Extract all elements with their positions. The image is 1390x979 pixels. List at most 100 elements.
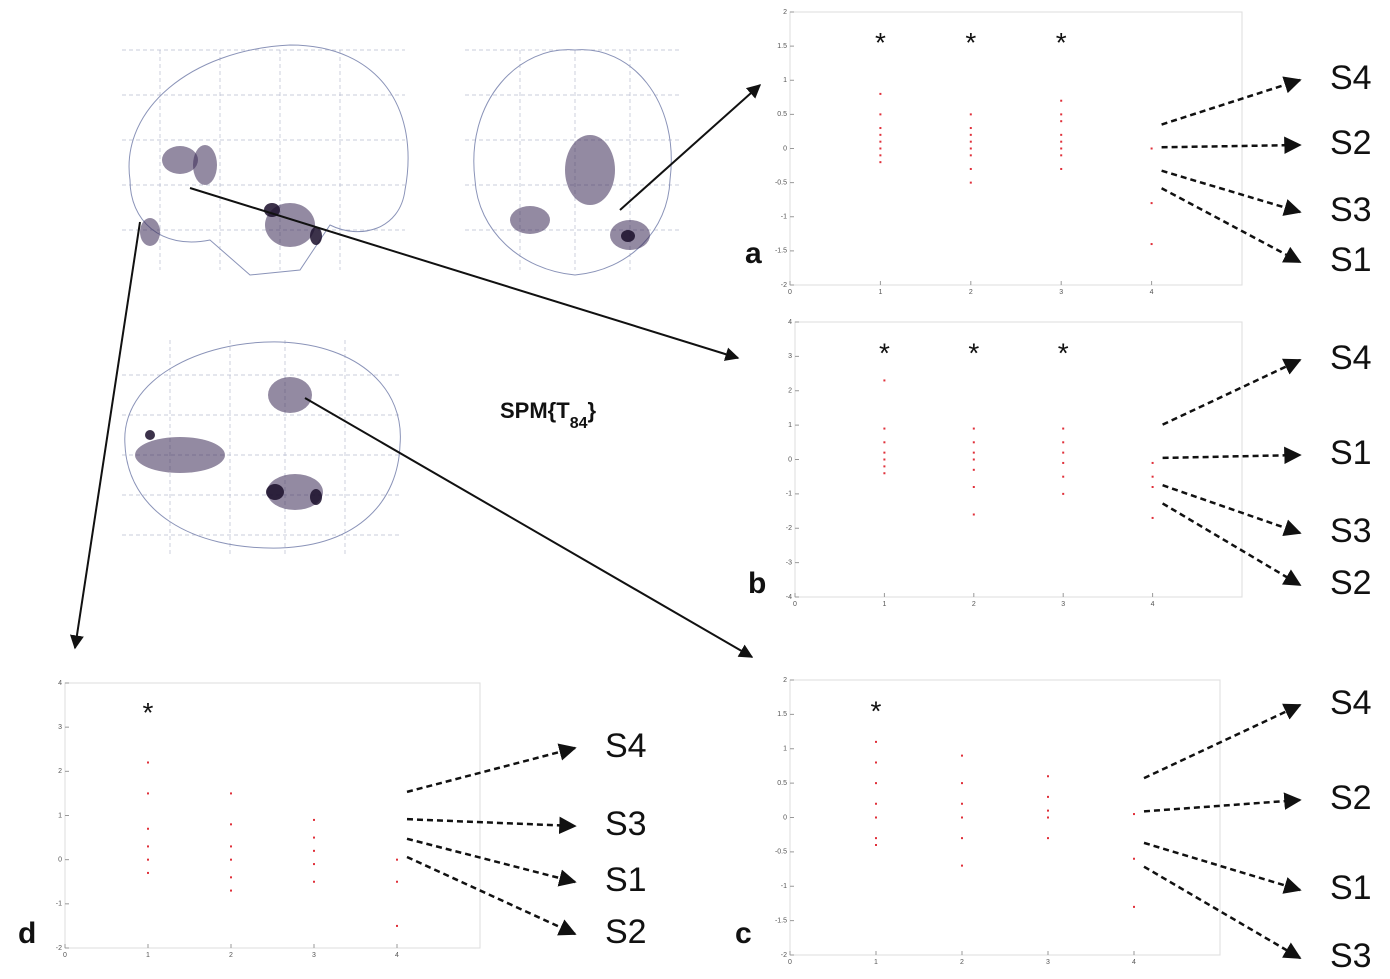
point [883, 441, 885, 443]
outcome-arrow [1144, 843, 1300, 890]
asterisk: * [875, 27, 886, 58]
point [875, 762, 877, 764]
y-tick-label: -0.5 [775, 179, 787, 186]
brain-sagittal [122, 45, 408, 275]
outcome-label: S4 [1330, 684, 1372, 722]
point [970, 113, 972, 115]
point [230, 876, 232, 878]
y-tick-label: -3 [786, 559, 792, 566]
outcome-label: S2 [1330, 779, 1372, 817]
point [879, 141, 881, 143]
panel-letter: d [18, 917, 36, 950]
y-tick-label: -1.5 [775, 248, 787, 255]
outcome-label: S3 [605, 805, 647, 843]
point [1060, 148, 1062, 150]
point [1062, 428, 1064, 430]
point [875, 803, 877, 805]
point [313, 819, 315, 821]
point [1133, 906, 1135, 908]
point [1152, 517, 1154, 519]
y-tick-label: 1 [783, 77, 787, 84]
point [973, 514, 975, 516]
outcome-label: S1 [1330, 869, 1372, 907]
point [1062, 452, 1064, 454]
y-tick-label: -1.5 [775, 917, 787, 924]
brain-coronal [465, 50, 680, 275]
outcome-arrow [407, 748, 575, 792]
point [970, 182, 972, 184]
point [1060, 154, 1062, 156]
point [970, 148, 972, 150]
asterisk: * [1056, 27, 1067, 58]
y-tick-label: -2 [786, 525, 792, 532]
point [313, 881, 315, 883]
asterisk: * [143, 697, 154, 728]
x-tick-label: 3 [1059, 289, 1063, 296]
point [313, 837, 315, 839]
y-tick-label: 1 [783, 746, 787, 753]
point [1062, 493, 1064, 495]
point [230, 823, 232, 825]
outcome-label: S2 [1330, 124, 1372, 162]
x-tick-label: 4 [1151, 601, 1155, 608]
x-tick-label: 1 [874, 959, 878, 966]
spm-close: } [587, 398, 596, 423]
point [147, 828, 149, 830]
y-tick-label: 2 [788, 388, 792, 395]
point [147, 845, 149, 847]
outcome-arrow [1162, 145, 1300, 147]
outcome-label: S2 [605, 913, 647, 951]
asterisk: * [871, 695, 882, 726]
point [230, 890, 232, 892]
x-tick-label: 4 [1132, 959, 1136, 966]
point [1060, 134, 1062, 136]
outcome-label: S3 [1330, 191, 1372, 229]
outcome-label: S1 [605, 861, 647, 899]
y-tick-label: 3 [788, 353, 792, 360]
x-tick-label: 4 [395, 952, 399, 959]
plot-frame [790, 680, 1220, 955]
x-tick-label: 3 [312, 952, 316, 959]
outcome-arrow [1162, 171, 1300, 212]
y-tick-label: -1 [781, 883, 787, 890]
outcome-arrow [1163, 360, 1300, 425]
point [1152, 476, 1154, 478]
point [970, 127, 972, 129]
point [883, 472, 885, 474]
point [313, 863, 315, 865]
point [970, 168, 972, 170]
y-tick-label: 1.5 [777, 711, 787, 718]
point [973, 469, 975, 471]
x-tick-label: 1 [146, 952, 150, 959]
outcome-label: S4 [605, 727, 647, 765]
y-tick-label: -1 [781, 214, 787, 221]
y-tick-label: -4 [786, 594, 792, 601]
y-tick-label: 2 [783, 9, 787, 16]
y-tick-label: 0 [783, 814, 787, 821]
y-tick-label: 0 [788, 456, 792, 463]
y-tick-label: 4 [58, 680, 62, 687]
x-tick-label: 0 [788, 289, 792, 296]
outcome-arrow [407, 857, 575, 934]
y-tick-label: 1.5 [777, 43, 787, 50]
point [879, 148, 881, 150]
point [1060, 100, 1062, 102]
y-tick-label: 0 [58, 857, 62, 864]
panel-letter: b [748, 567, 766, 600]
point [879, 134, 881, 136]
point [875, 817, 877, 819]
point [1047, 837, 1049, 839]
y-tick-label: -2 [56, 945, 62, 952]
figure: SPM{T84} -2-1.5-1-0.500.511.5201234***S4… [0, 0, 1390, 979]
x-tick-label: 2 [229, 952, 233, 959]
outcome-label: S3 [1330, 512, 1372, 550]
panel-letter: a [745, 237, 762, 270]
point [1062, 476, 1064, 478]
y-tick-label: 2 [783, 677, 787, 684]
point [1060, 113, 1062, 115]
point [879, 161, 881, 163]
outcome-arrow [1144, 705, 1300, 778]
x-tick-label: 0 [63, 952, 67, 959]
point [883, 459, 885, 461]
point [230, 859, 232, 861]
